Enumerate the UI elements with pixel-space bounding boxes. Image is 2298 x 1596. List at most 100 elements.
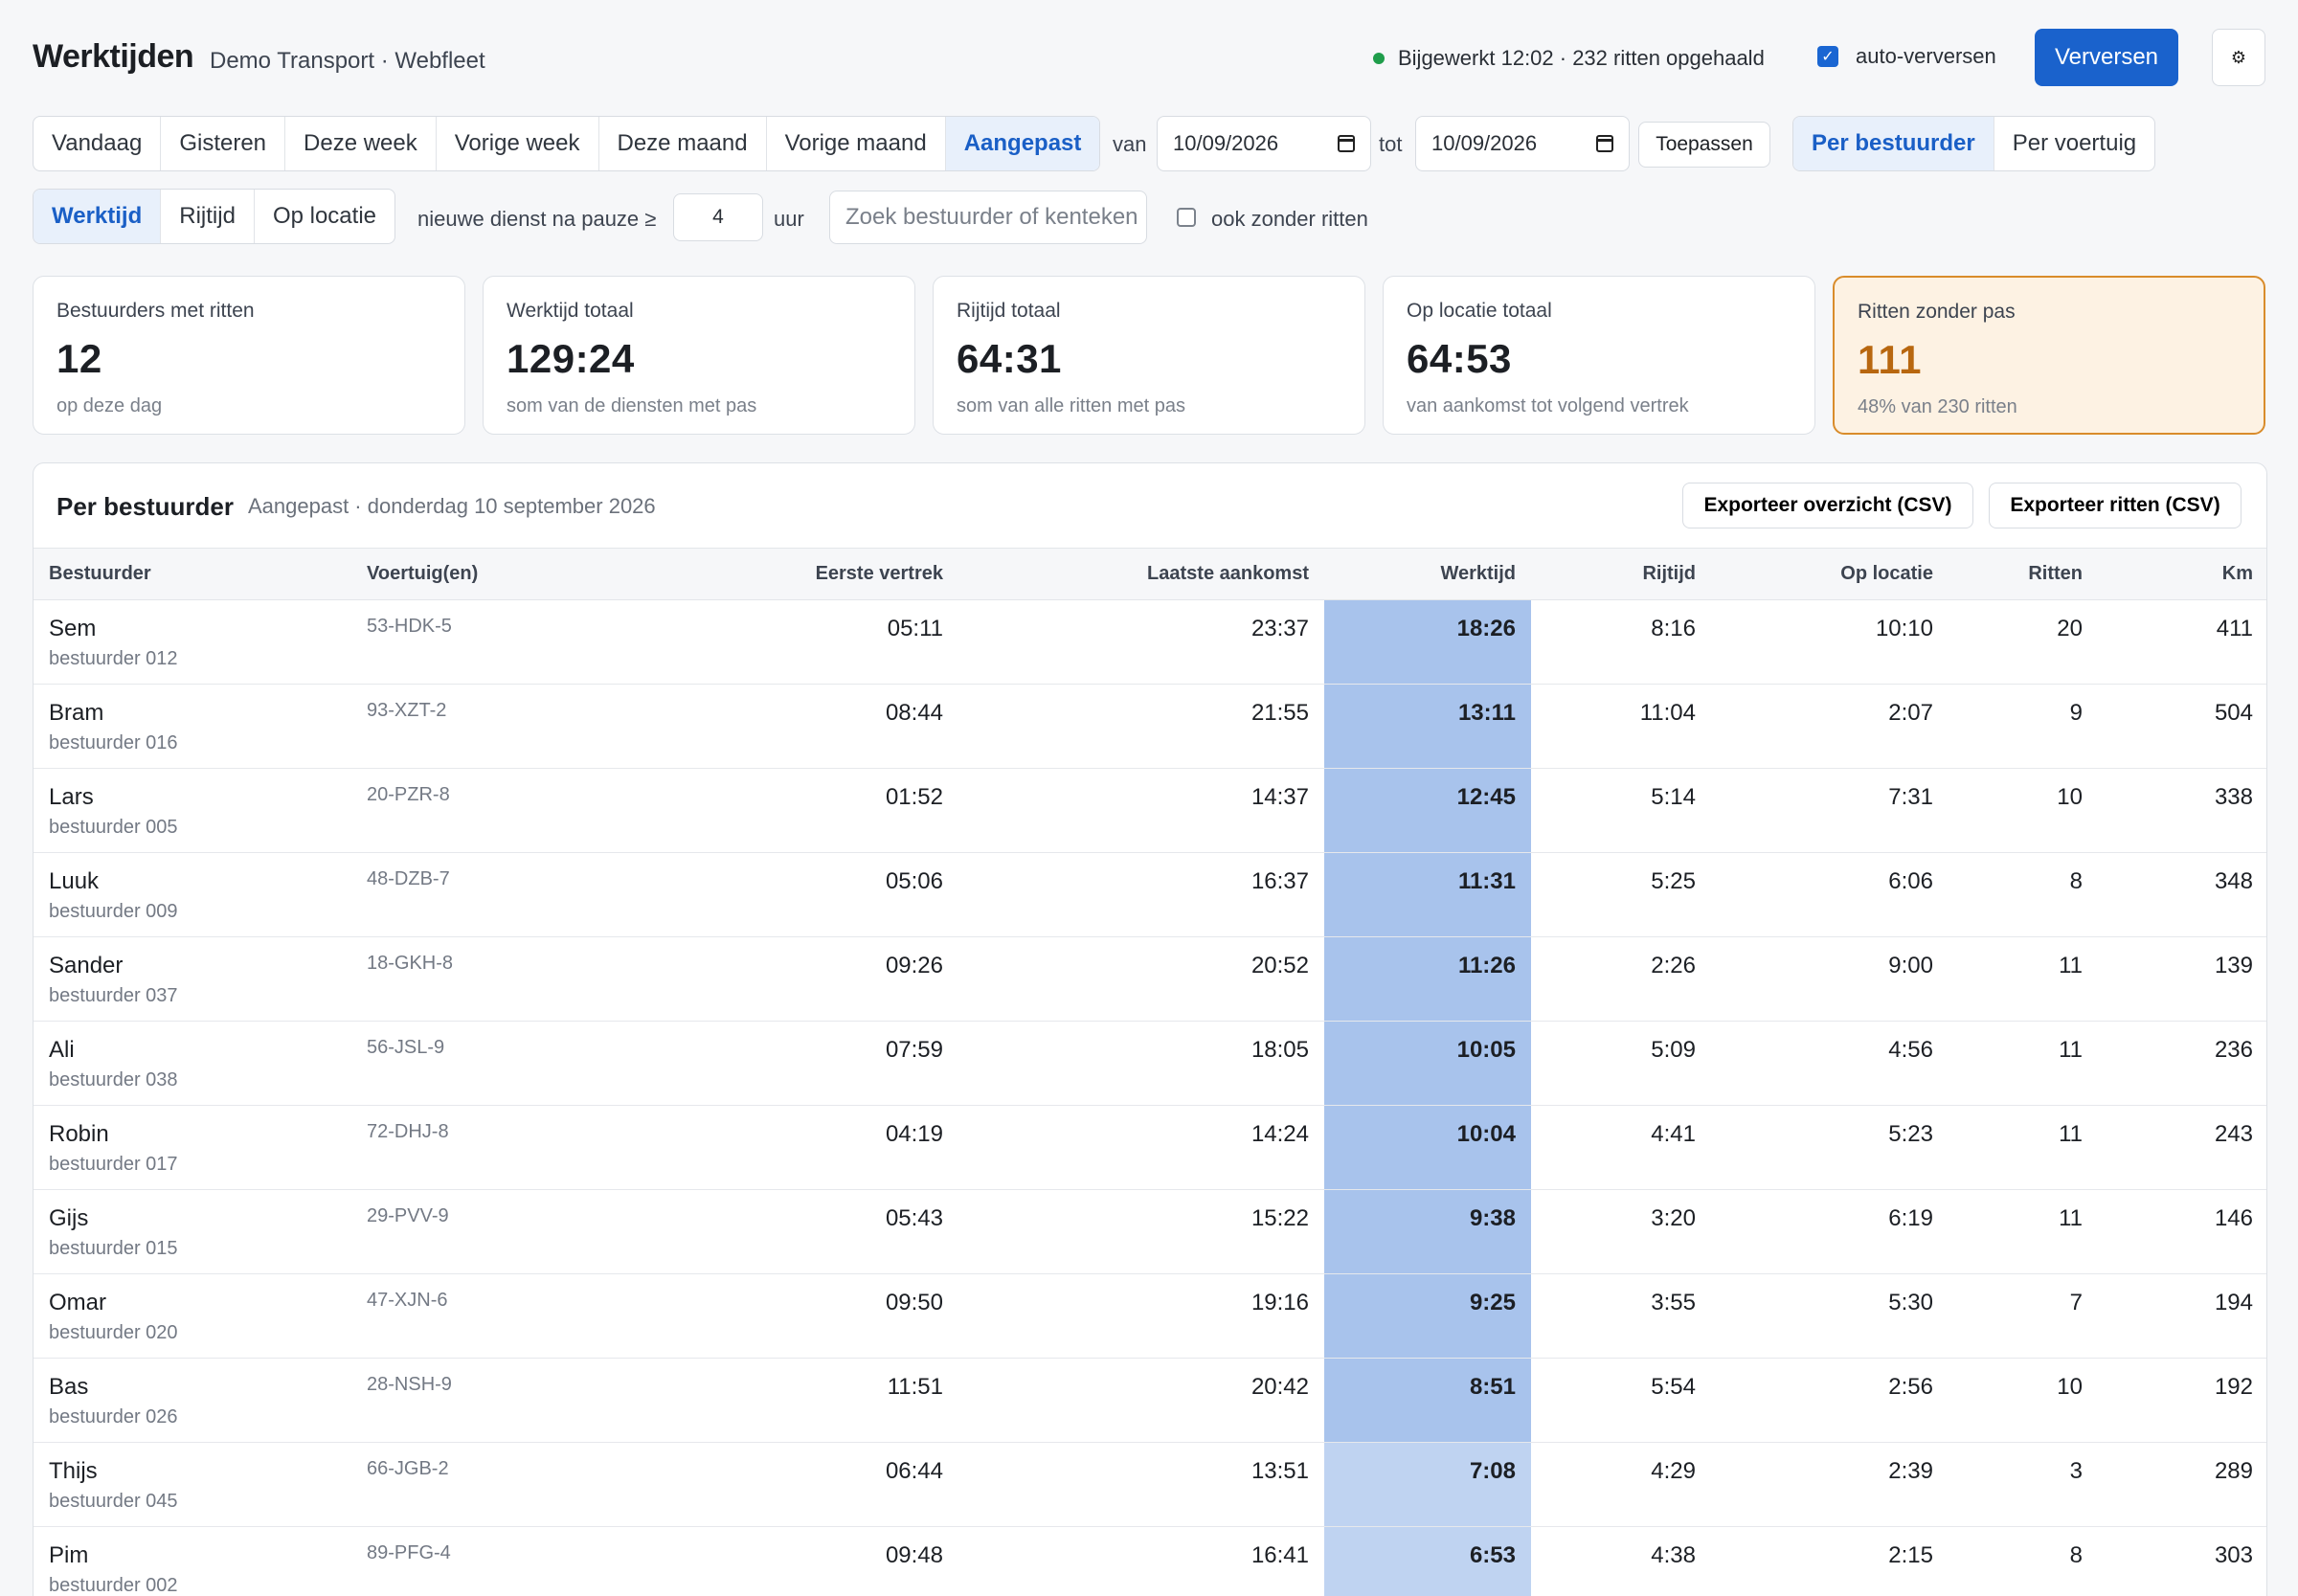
tab-op-locatie[interactable]: Op locatie — [272, 203, 376, 229]
kpi-card: Rijtijd totaal 64:31 som van alle ritten… — [933, 276, 1365, 435]
table-row[interactable]: Thijs bestuurder 045 66-JGB-2 06:44 13:51 7:0… — [34, 1442, 2266, 1527]
period-tabs: Vandaag Gisteren Deze week Vorige week Deze … — [33, 116, 1101, 171]
column-header[interactable]: Rijtijd — [1531, 548, 1711, 600]
driver-cell: Lars bestuurder 005 — [34, 768, 351, 853]
date-from-input[interactable]: 10/09/2026 — [1157, 116, 1371, 171]
driver-name: Gijs — [49, 1205, 89, 1231]
drive-time-cell: 3:20 — [1531, 1189, 1711, 1274]
column-header[interactable]: Werktijd — [1324, 548, 1531, 600]
first-departure-cell: 01:52 — [539, 768, 958, 853]
refresh-button[interactable]: Verversen — [2035, 29, 2178, 86]
work-time-cell: 10:04 — [1324, 1105, 1531, 1190]
column-header[interactable]: Op locatie — [1711, 548, 1949, 600]
column-header[interactable]: Bestuurder — [34, 548, 351, 600]
tab-deze-maand[interactable]: Deze maand — [599, 117, 767, 170]
table-row[interactable]: Omar bestuurder 020 47-XJN-6 09:50 19:16 9:25… — [34, 1273, 2266, 1359]
export-overview-button[interactable]: Exporteer overzicht (CSV) — [1682, 483, 1973, 528]
vehicle-cell: 72-DHJ-8 — [351, 1105, 539, 1190]
tab-rijtijd[interactable]: Rijtijd — [161, 190, 255, 243]
drive-time-cell: 5:54 — [1531, 1358, 1711, 1443]
kpi-card: Op locatie totaal 64:53 van aankomst tot… — [1383, 276, 1815, 435]
driver-cell: Gijs bestuurder 015 — [34, 1189, 351, 1274]
kpi-label: Ritten zonder pas — [1858, 301, 2016, 323]
column-header[interactable]: Voertuig(en) — [351, 548, 539, 600]
kpi-label: Rijtijd totaal — [957, 300, 1061, 322]
tab-deze-week[interactable]: Deze week — [285, 117, 437, 170]
pause-hours-input[interactable]: 4 — [673, 193, 763, 241]
table-row[interactable]: Lars bestuurder 005 20-PZR-8 01:52 14:37 12:4… — [34, 768, 2266, 853]
driver-cell: Sander bestuurder 037 — [34, 936, 351, 1022]
km-cell: 338 — [2098, 768, 2266, 853]
pause-label: nieuwe dienst na pauze ≥ — [417, 207, 657, 231]
date-to-input[interactable]: 10/09/2026 — [1415, 116, 1630, 171]
km-cell: 236 — [2098, 1021, 2266, 1106]
tab-vorige-week[interactable]: Vorige week — [437, 117, 599, 170]
column-header[interactable]: Ritten — [1949, 548, 2098, 600]
driver-cell: Thijs bestuurder 045 — [34, 1442, 351, 1527]
tab-aangepast[interactable]: Aangepast — [945, 117, 1100, 170]
trips-cell: 8 — [1949, 852, 2098, 937]
trips-cell: 9 — [1949, 684, 2098, 769]
no-trips-checkbox[interactable] — [1177, 208, 1196, 227]
on-site-cell: 7:31 — [1711, 768, 1949, 853]
first-departure-cell: 09:50 — [539, 1273, 958, 1359]
driver-id: bestuurder 038 — [49, 1069, 178, 1090]
on-site-cell: 2:15 — [1711, 1526, 1949, 1596]
first-departure-cell: 09:26 — [539, 936, 958, 1022]
column-header[interactable]: Eerste vertrek — [539, 548, 958, 600]
tab-per-voertuig[interactable]: Per voertuig — [2012, 130, 2137, 156]
tab-per-bestuurder[interactable]: Per bestuurder — [1793, 117, 1994, 170]
trips-cell: 10 — [1949, 1358, 2098, 1443]
last-arrival-cell: 15:22 — [958, 1189, 1324, 1274]
vehicle-cell: 18-GKH-8 — [351, 936, 539, 1022]
auto-refresh-toggle[interactable]: ✓ auto-verversen — [1817, 44, 1996, 69]
trips-cell: 7 — [1949, 1273, 2098, 1359]
export-trips-button[interactable]: Exporteer ritten (CSV) — [1989, 483, 2242, 528]
calendar-icon[interactable] — [1338, 135, 1355, 152]
group-tabs: Per bestuurder Per voertuig — [1792, 116, 2156, 171]
apply-button[interactable]: Toepassen — [1638, 122, 1770, 168]
table-row[interactable]: Gijs bestuurder 015 29-PVV-9 05:43 15:22 9:38… — [34, 1189, 2266, 1274]
table-row[interactable]: Bas bestuurder 026 28-NSH-9 11:51 20:42 8:51 5… — [34, 1358, 2266, 1443]
driver-name: Pim — [49, 1542, 89, 1568]
driver-cell: Pim bestuurder 002 — [34, 1526, 351, 1596]
on-site-cell: 5:23 — [1711, 1105, 1949, 1190]
search-input[interactable]: Zoek bestuurder of kenteken — [829, 191, 1147, 244]
driver-name: Bas — [49, 1374, 89, 1400]
table-row[interactable]: Sander bestuurder 037 18-GKH-8 09:26 20:52 11… — [34, 936, 2266, 1022]
table-row[interactable]: Robin bestuurder 017 72-DHJ-8 04:19 14:24 10:… — [34, 1105, 2266, 1190]
km-cell: 348 — [2098, 852, 2266, 937]
drive-time-cell: 4:29 — [1531, 1442, 1711, 1527]
driver-table-panel: Per bestuurder Aangepast · donderdag 10 … — [33, 462, 2267, 1596]
tab-werktijd[interactable]: Werktijd — [34, 190, 162, 243]
kpi-value: 64:31 — [957, 336, 1062, 381]
table-row[interactable]: Ali bestuurder 038 56-JSL-9 07:59 18:05 10:05… — [34, 1021, 2266, 1106]
panel-subtitle: Aangepast · donderdag 10 september 2026 — [248, 494, 656, 518]
tab-vandaag[interactable]: Vandaag — [34, 117, 162, 170]
tab-gisteren[interactable]: Gisteren — [161, 117, 286, 170]
table-row[interactable]: Bram bestuurder 016 93-XZT-2 08:44 21:55 13:1… — [34, 684, 2266, 769]
last-arrival-cell: 20:52 — [958, 936, 1324, 1022]
on-site-cell: 5:30 — [1711, 1273, 1949, 1359]
column-header[interactable]: Km — [2098, 548, 2266, 600]
driver-id: bestuurder 005 — [49, 817, 178, 838]
date-from-label: van — [1113, 132, 1147, 156]
first-departure-cell: 04:19 — [539, 1105, 958, 1190]
tab-vorige-maand[interactable]: Vorige maand — [767, 117, 946, 170]
last-arrival-cell: 23:37 — [958, 599, 1324, 685]
table-row[interactable]: Pim bestuurder 002 89-PFG-4 09:48 16:41 6:53 4… — [34, 1526, 2266, 1596]
first-departure-cell: 05:11 — [539, 599, 958, 685]
calendar-icon[interactable] — [1596, 135, 1613, 152]
drive-time-cell: 4:38 — [1531, 1526, 1711, 1596]
auto-refresh-checkbox[interactable]: ✓ — [1817, 46, 1838, 67]
kpi-value: 64:53 — [1407, 336, 1512, 381]
trips-cell: 10 — [1949, 768, 2098, 853]
last-arrival-cell: 16:41 — [958, 1526, 1324, 1596]
on-site-cell: 10:10 — [1711, 599, 1949, 685]
settings-button[interactable]: ⚙ — [2212, 29, 2265, 86]
first-departure-cell: 08:44 — [539, 684, 958, 769]
table-row[interactable]: Sem bestuurder 012 53-HDK-5 05:11 23:37 18:26… — [34, 599, 2266, 685]
table-row[interactable]: Luuk bestuurder 009 48-DZB-7 05:06 16:37 11:3… — [34, 852, 2266, 937]
driver-name: Bram — [49, 700, 104, 726]
column-header[interactable]: Laatste aankomst — [958, 548, 1324, 600]
